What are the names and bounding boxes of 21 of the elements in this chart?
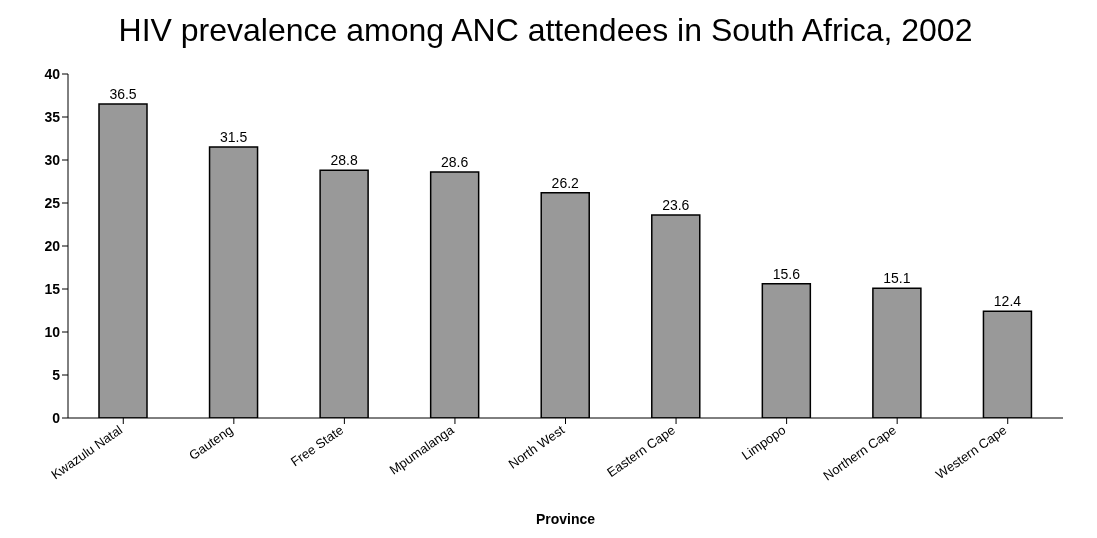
y-tick-label: 5 <box>52 366 61 383</box>
data-label: 15.1 <box>883 270 911 287</box>
y-tick-label: 20 <box>44 237 61 254</box>
y-tick-label: 0 <box>52 409 61 426</box>
data-label: 15.6 <box>772 265 801 282</box>
data-label: 26.2 <box>551 174 580 191</box>
y-tick-label: 10 <box>44 323 61 340</box>
chart-title: HIV prevalence among ANC attendees in South Africa, 2002 <box>117 11 974 50</box>
y-tick-label: 40 <box>44 65 61 82</box>
x-tick-label: Free State <box>287 422 347 470</box>
data-label: 23.6 <box>662 197 690 214</box>
y-tick-label: 35 <box>44 108 61 125</box>
x-axis-title: Province <box>535 511 596 527</box>
y-tick-label: 15 <box>44 280 61 297</box>
data-label: 28.8 <box>330 152 358 169</box>
y-tick-label: 30 <box>44 151 61 168</box>
data-label: 28.6 <box>441 154 469 171</box>
data-label: 36.5 <box>109 86 137 103</box>
y-tick-label: 25 <box>44 194 61 211</box>
data-label: 31.5 <box>219 129 248 146</box>
data-label: 12.4 <box>993 293 1022 310</box>
